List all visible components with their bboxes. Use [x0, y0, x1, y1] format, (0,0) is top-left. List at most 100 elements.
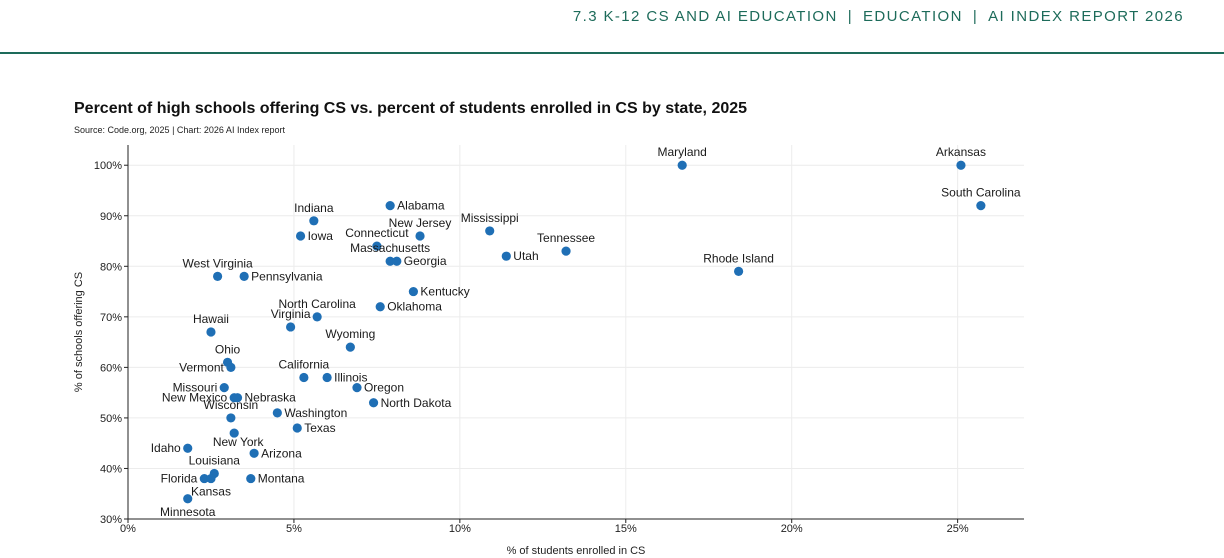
data-point — [322, 372, 332, 383]
point-label: Utah — [513, 249, 538, 263]
data-point — [375, 302, 385, 312]
point-label: South Carolina — [941, 186, 1021, 200]
point-label: Arkansas — [936, 145, 986, 159]
point-label: Kentucky — [420, 285, 469, 299]
data-point — [392, 256, 402, 266]
point-label: Minnesota — [160, 505, 216, 519]
point-label: North Dakota — [381, 396, 452, 410]
data-point — [206, 327, 216, 337]
data-point — [249, 448, 259, 458]
data-point — [385, 256, 395, 266]
point-label: Maryland — [658, 145, 707, 159]
data-point — [352, 382, 362, 393]
point-label: Idaho — [151, 441, 181, 455]
data-point — [734, 266, 744, 276]
data-point — [295, 231, 306, 241]
point-label: Oregon — [364, 381, 404, 395]
data-point — [372, 241, 382, 251]
header-report: AI INDEX REPORT 2026 — [988, 8, 1184, 25]
point-label: Oklahoma — [387, 300, 442, 314]
point-label: Arizona — [261, 446, 302, 460]
point-label: North Carolina — [278, 297, 356, 311]
data-point — [312, 312, 322, 322]
header-section: 7.3 K-12 CS AND AI EDUCATION — [572, 8, 838, 25]
point-label: Wyoming — [325, 327, 375, 341]
point-label: Iowa — [308, 229, 334, 243]
data-point — [309, 216, 319, 226]
data-point — [368, 398, 379, 408]
point-label: Illinois — [334, 370, 367, 384]
header-divider — [0, 52, 1224, 54]
data-point — [485, 226, 495, 236]
point-label: Nebraska — [245, 391, 297, 405]
point-label: Pennsylvania — [251, 269, 323, 283]
y-tick-label: 70% — [100, 312, 122, 324]
data-point — [206, 473, 216, 484]
x-tick-label: 10% — [449, 523, 471, 535]
data-point — [199, 473, 209, 484]
point-label: Missouri — [173, 381, 218, 395]
point-label: Louisiana — [189, 454, 241, 468]
y-tick-label: 50% — [100, 413, 122, 425]
header-separator: | — [847, 8, 854, 25]
point-label: Florida — [161, 472, 198, 486]
header-separator: | — [972, 8, 979, 25]
point-label: Hawaii — [193, 312, 229, 326]
point-label: Washington — [284, 406, 347, 420]
data-point — [183, 443, 193, 453]
point-label: Connecticut — [345, 226, 409, 240]
point-label: Montana — [258, 472, 305, 486]
data-point — [385, 201, 395, 211]
data-point — [286, 322, 296, 332]
point-label: Kansas — [191, 485, 231, 499]
point-label: Virginia — [271, 307, 311, 321]
data-point — [183, 494, 193, 504]
point-label: New Mexico — [162, 391, 228, 405]
y-tick-label: 30% — [100, 514, 122, 526]
data-point — [976, 201, 986, 211]
y-tick-label: 100% — [94, 160, 122, 172]
data-point — [226, 362, 236, 372]
data-point — [229, 428, 239, 438]
data-point — [415, 231, 425, 241]
data-point — [561, 246, 571, 256]
y-tick-label: 90% — [100, 211, 122, 223]
data-point — [292, 423, 302, 433]
point-label: Ohio — [215, 342, 241, 356]
data-point — [408, 286, 418, 297]
y-tick-label: 80% — [100, 261, 122, 273]
point-label: West Virginia — [182, 256, 253, 270]
point-label: Wisconsin — [204, 398, 259, 412]
data-point — [299, 372, 309, 383]
y-axis-title: % of schools offering CS — [73, 272, 85, 392]
point-label: Indiana — [294, 201, 334, 215]
data-point — [246, 473, 256, 484]
data-point — [272, 408, 282, 418]
header-chapter: EDUCATION — [863, 8, 963, 25]
point-label: Texas — [304, 421, 335, 435]
x-tick-label: 25% — [947, 523, 969, 535]
data-point — [239, 271, 249, 282]
x-tick-label: 5% — [286, 523, 302, 535]
point-label: Massachusetts — [350, 241, 430, 255]
data-point — [219, 382, 229, 393]
data-point — [226, 413, 236, 423]
data-point — [501, 251, 511, 261]
y-tick-label: 40% — [100, 463, 122, 475]
point-label: Rhode Island — [703, 251, 774, 265]
point-label: Alabama — [397, 199, 445, 213]
data-point — [213, 271, 223, 282]
y-tick-label: 60% — [100, 362, 122, 374]
report-header: 7.3 K-12 CS AND AI EDUCATION | EDUCATION | A… — [573, 8, 1184, 25]
chart-source: Source: Code.org, 2025 | Chart: 2026 AI … — [74, 125, 285, 135]
chart-title: Percent of high schools offering CS vs. … — [74, 100, 748, 117]
point-label: Vermont — [179, 360, 224, 374]
point-label: Georgia — [404, 254, 447, 268]
point-label: Tennessee — [537, 231, 595, 245]
x-tick-label: 20% — [781, 523, 803, 535]
point-label: California — [279, 357, 330, 371]
data-point — [677, 160, 687, 170]
x-axis-title: % of students enrolled in CS — [507, 545, 646, 557]
point-label: New York — [213, 435, 265, 449]
